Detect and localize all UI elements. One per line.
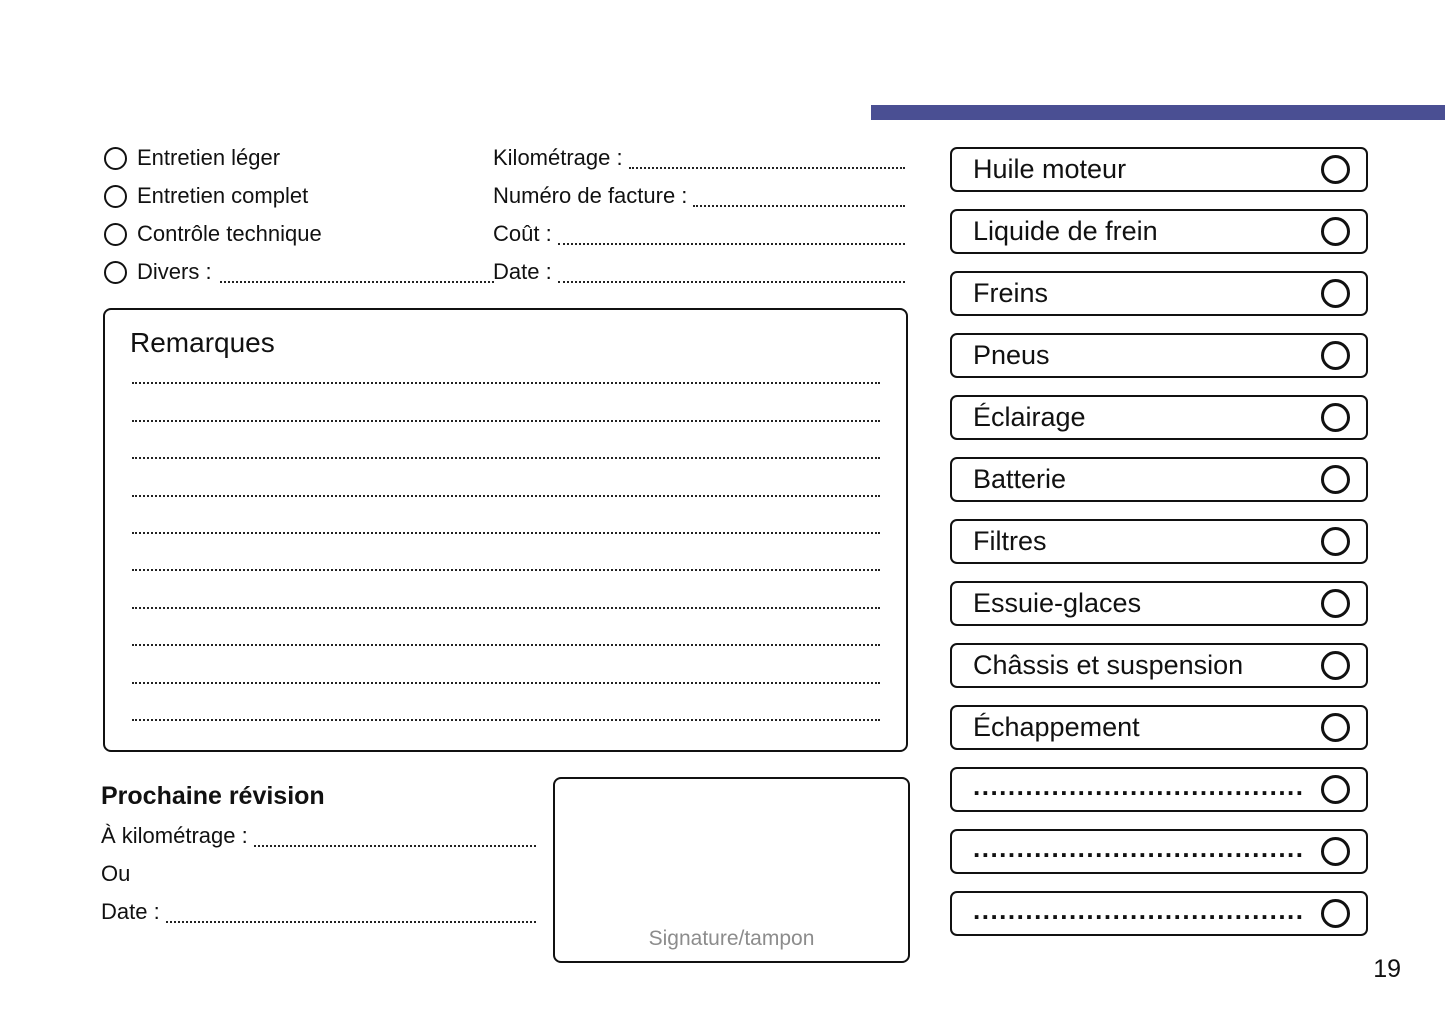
field-a-kilometrage: À kilométrage : (101, 817, 536, 855)
remark-write-line[interactable] (132, 571, 880, 609)
field-label: Date : (493, 259, 552, 284)
remark-write-line[interactable] (132, 497, 880, 534)
checklist-item-blank-3: ...................................... (950, 891, 1368, 936)
accent-bar (871, 105, 1445, 120)
checklist-item-label: Filtres (973, 526, 1047, 556)
checkbox-circle-icon[interactable] (1321, 589, 1350, 618)
page-number: 19 (1373, 955, 1401, 983)
checklist-item-label: Batterie (973, 464, 1067, 494)
checkbox-circle-icon[interactable] (1321, 465, 1350, 494)
remark-write-line[interactable] (132, 534, 880, 572)
remark-write-line[interactable] (132, 422, 880, 460)
service-type-label: Entretien léger (137, 145, 281, 170)
checkbox-circle-icon[interactable] (1321, 279, 1350, 308)
checkbox-circle-icon[interactable] (1321, 527, 1350, 556)
field-date: Date : (493, 253, 905, 291)
field-cout: Coût : (493, 215, 905, 253)
checklist-item-liquide-de-frein: Liquide de frein (950, 209, 1368, 254)
signature-label: Signature/tampon (648, 927, 815, 950)
service-type-option-entretien-complet: Entretien complet (104, 177, 494, 215)
remark-write-line[interactable] (132, 609, 880, 647)
inspection-checklist: Huile moteur Liquide de frein Freins Pne… (950, 147, 1368, 953)
service-type-label: Divers : (137, 259, 212, 284)
signature-box[interactable]: Signature/tampon (553, 777, 910, 963)
checkbox-circle-icon[interactable] (1321, 837, 1350, 866)
field-label: Numéro de facture : (493, 183, 688, 208)
remarks-box: Remarques (103, 308, 908, 752)
divers-fill-line[interactable] (219, 281, 494, 283)
checklist-item-label: Huile moteur (973, 154, 1127, 184)
checkbox-circle-icon[interactable] (1321, 341, 1350, 370)
fill-line[interactable] (693, 205, 905, 207)
service-type-label: Contrôle technique (137, 221, 322, 246)
checklist-item-filtres: Filtres (950, 519, 1368, 564)
checkbox-circle-icon[interactable] (1321, 651, 1350, 680)
checklist-item-essuie-glaces: Essuie-glaces (950, 581, 1368, 626)
fill-line[interactable] (628, 167, 905, 169)
checklist-item-pneus: Pneus (950, 333, 1368, 378)
checklist-item-freins: Freins (950, 271, 1368, 316)
remarks-lines (132, 347, 880, 721)
checkbox-circle-icon[interactable] (1321, 403, 1350, 432)
checklist-item-fill-line[interactable]: ...................................... (973, 771, 1305, 801)
service-type-group: Entretien léger Entretien complet Contrô… (104, 139, 494, 291)
checklist-item-batterie: Batterie (950, 457, 1368, 502)
remark-write-line[interactable] (132, 459, 880, 497)
checklist-item-label: Liquide de frein (973, 216, 1158, 246)
service-type-option-divers: Divers : (104, 253, 494, 291)
checklist-item-label: Échappement (973, 712, 1140, 742)
radio-circle-icon[interactable] (104, 222, 127, 246)
record-fields-group: Kilométrage : Numéro de facture : Coût :… (493, 139, 905, 291)
next-service-title: Prochaine révision (101, 781, 325, 810)
service-type-option-controle-technique: Contrôle technique (104, 215, 494, 253)
conjunction-ou: Ou (101, 855, 536, 893)
remark-write-line[interactable] (132, 347, 880, 385)
service-type-option-entretien-leger: Entretien léger (104, 139, 494, 177)
checklist-item-label: Éclairage (973, 402, 1086, 432)
radio-circle-icon[interactable] (104, 184, 127, 208)
field-numero-facture: Numéro de facture : (493, 177, 905, 215)
field-label: Date : (101, 899, 160, 924)
checklist-item-label: Freins (973, 278, 1049, 308)
checklist-item-fill-line[interactable]: ...................................... (973, 895, 1305, 925)
checklist-item-chassis-et-suspension: Châssis et suspension (950, 643, 1368, 688)
field-label: Coût : (493, 221, 552, 246)
checkbox-circle-icon[interactable] (1321, 899, 1350, 928)
checklist-item-fill-line[interactable]: ...................................... (973, 833, 1305, 863)
checklist-item-blank-2: ...................................... (950, 829, 1368, 874)
checklist-item-label: Châssis et suspension (973, 650, 1244, 680)
radio-circle-icon[interactable] (104, 146, 127, 170)
field-label: À kilométrage : (101, 823, 248, 848)
fill-line[interactable] (253, 845, 536, 847)
field-kilometrage: Kilométrage : (493, 139, 905, 177)
fill-line[interactable] (557, 243, 905, 245)
checkbox-circle-icon[interactable] (1321, 713, 1350, 742)
next-service-group: Prochaine révision À kilométrage : Ou Da… (101, 775, 536, 931)
radio-circle-icon[interactable] (104, 260, 127, 284)
checklist-item-blank-1: ...................................... (950, 767, 1368, 812)
remark-write-line[interactable] (132, 384, 880, 422)
checklist-item-huile-moteur: Huile moteur (950, 147, 1368, 192)
field-label: Ou (101, 861, 131, 886)
checkbox-circle-icon[interactable] (1321, 155, 1350, 184)
checkbox-circle-icon[interactable] (1321, 217, 1350, 246)
remark-write-line[interactable] (132, 684, 880, 721)
fill-line[interactable] (557, 281, 905, 283)
checklist-item-echappement: Échappement (950, 705, 1368, 750)
field-label: Kilométrage : (493, 145, 623, 170)
remark-write-line[interactable] (132, 646, 880, 684)
checkbox-circle-icon[interactable] (1321, 775, 1350, 804)
remarks-title: Remarques (130, 327, 275, 358)
checklist-item-eclairage: Éclairage (950, 395, 1368, 440)
checklist-item-label: Pneus (973, 340, 1050, 370)
checklist-item-label: Essuie-glaces (973, 588, 1142, 618)
service-type-label: Entretien complet (137, 183, 309, 208)
field-next-date: Date : (101, 893, 536, 931)
fill-line[interactable] (165, 921, 536, 923)
